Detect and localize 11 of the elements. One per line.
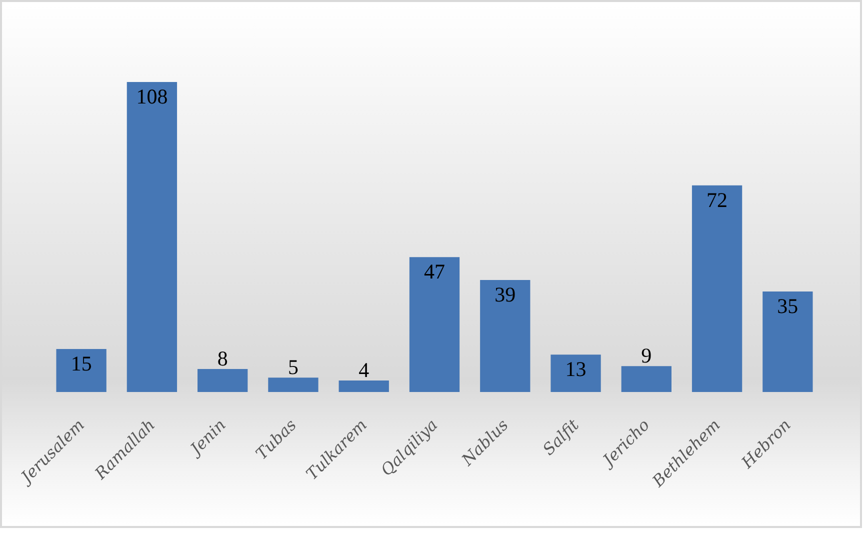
data-label: 13: [565, 357, 586, 382]
data-label: 108: [136, 84, 168, 108]
data-label: 8: [217, 346, 228, 371]
data-label: 72: [706, 188, 728, 212]
data-label: 39: [494, 282, 516, 307]
data-label: 35: [777, 294, 798, 318]
data-label: 47: [424, 260, 445, 284]
data-label: 4: [358, 358, 370, 382]
data-label: 15: [70, 351, 92, 376]
data-label: 9: [641, 344, 652, 368]
data-label: 5: [288, 355, 298, 380]
